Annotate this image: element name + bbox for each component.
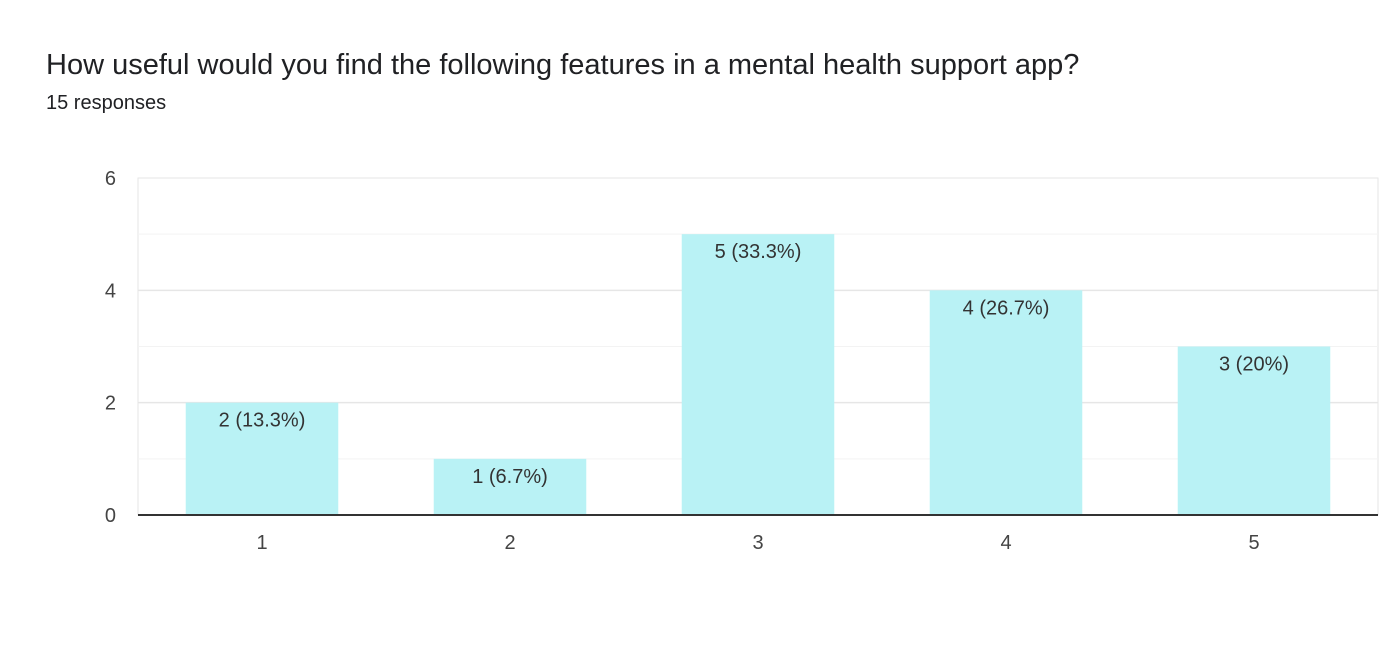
bar-4[interactable]: [929, 290, 1083, 515]
bar-data-label-4: 4 (26.7%): [963, 297, 1050, 319]
response-count: 15 responses: [46, 92, 167, 114]
x-tick-label-1: 1: [256, 532, 267, 554]
bar-data-label-3: 5 (33.3%): [715, 241, 802, 263]
y-tick-label-4: 4: [105, 280, 116, 302]
bar-3[interactable]: [681, 234, 835, 515]
x-tick-label-5: 5: [1248, 532, 1259, 554]
bar-5[interactable]: [1177, 346, 1331, 516]
chart-header: How useful would you find the following …: [46, 46, 1360, 116]
bar-2[interactable]: [433, 458, 587, 515]
labels: 2 (13.3%) 1 1 (6.7%) 2 5 (33.3%) 3 4 (26.7%) 4 3…: [105, 168, 1289, 554]
bars: [185, 234, 1331, 516]
y-tick-label-0: 0: [105, 505, 116, 527]
x-tick-label-2: 2: [504, 532, 515, 554]
bar-data-label-5: 3 (20%): [1219, 354, 1289, 376]
y-tick-label-2: 2: [105, 393, 116, 415]
y-tick-label-6: 6: [105, 168, 116, 190]
x-tick-label-3: 3: [752, 532, 763, 554]
x-tick-label-4: 4: [1000, 532, 1011, 554]
question-title: How useful would you find the following …: [46, 49, 1080, 81]
bar-data-label-1: 2 (13.3%): [219, 410, 306, 432]
bar-1[interactable]: [185, 402, 339, 515]
bar-data-label-2: 1 (6.7%): [472, 466, 548, 488]
